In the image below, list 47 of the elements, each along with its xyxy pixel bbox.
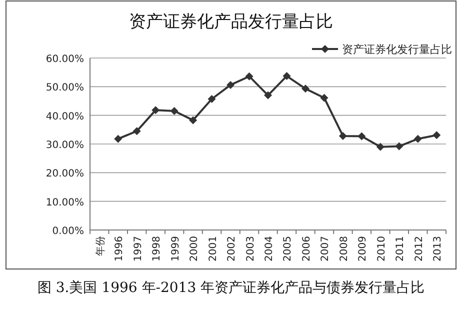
point [189, 116, 198, 124]
x-tick-label: 2012 [414, 236, 425, 262]
caption: 图 3.美国 1996 年-2013 年资产证券化产品与债券发行量占比 [37, 280, 425, 296]
point [338, 132, 347, 140]
point [208, 94, 216, 103]
chart-title: 资产证券化产品发行量占比 [129, 12, 333, 32]
point [320, 94, 328, 102]
point [395, 142, 404, 150]
point [432, 131, 441, 140]
y-tick-label: 0.00% [52, 226, 84, 237]
x-tick-label: 1999 [170, 236, 182, 262]
x-tick-label: 2004 [264, 236, 275, 262]
x-tick-label: 2011 [395, 236, 406, 262]
point [414, 134, 422, 143]
x-tick-label: 2013 [432, 236, 444, 262]
y-tick-label: 30.00% [46, 140, 84, 151]
y-tick-label: 40.00% [46, 111, 84, 122]
point [376, 142, 384, 151]
point [114, 134, 122, 143]
point [226, 80, 235, 89]
point [358, 132, 366, 140]
y-tick-label: 60.00% [46, 54, 84, 65]
y-tick-label: 50.00% [46, 82, 84, 94]
x-tick-label: 1997 [132, 236, 144, 262]
x-tick-label: 2003 [245, 236, 256, 262]
x-tick-label: 2009 [358, 236, 369, 262]
y-tick-label: 20.00% [46, 168, 84, 180]
point [301, 84, 310, 93]
point [152, 106, 160, 114]
x-tick-label: 2002 [226, 236, 238, 262]
x-tick-label: 年份 [94, 236, 106, 256]
x-tick-label: 2001 [208, 236, 219, 262]
x-tick-label: 2010 [376, 236, 388, 262]
x-tick-label: 2000 [189, 236, 200, 262]
point [245, 72, 254, 80]
y-tick-label: 10.00% [46, 197, 84, 208]
x-tick-label: 2005 [282, 236, 294, 262]
legend-label: 资产证券化发行量占比 [342, 43, 452, 56]
point [170, 107, 178, 116]
x-tick-label: 1996 [114, 236, 126, 262]
point [282, 72, 291, 80]
point [264, 91, 272, 100]
point [132, 127, 141, 136]
x-tick-label: 2008 [338, 236, 350, 262]
x-tick-label: 2007 [320, 236, 332, 262]
x-tick-label: 2006 [301, 236, 312, 262]
x-tick-label: 1998 [152, 236, 163, 262]
